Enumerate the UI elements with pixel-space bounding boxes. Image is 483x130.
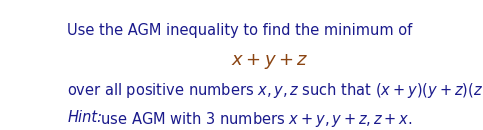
Text: over all positive numbers $x, y, z$ such that $(x + y)(y + z)(z + x) = 1.$: over all positive numbers $x, y, z$ such… bbox=[67, 81, 483, 100]
Text: $x + y + z$: $x + y + z$ bbox=[231, 52, 309, 71]
Text: Hint:: Hint: bbox=[67, 110, 102, 125]
Text: use AGM with 3 numbers $x + y, y + z, z + x.$: use AGM with 3 numbers $x + y, y + z, z … bbox=[96, 110, 412, 129]
Text: Use the AGM inequality to find the minimum of: Use the AGM inequality to find the minim… bbox=[67, 23, 412, 38]
